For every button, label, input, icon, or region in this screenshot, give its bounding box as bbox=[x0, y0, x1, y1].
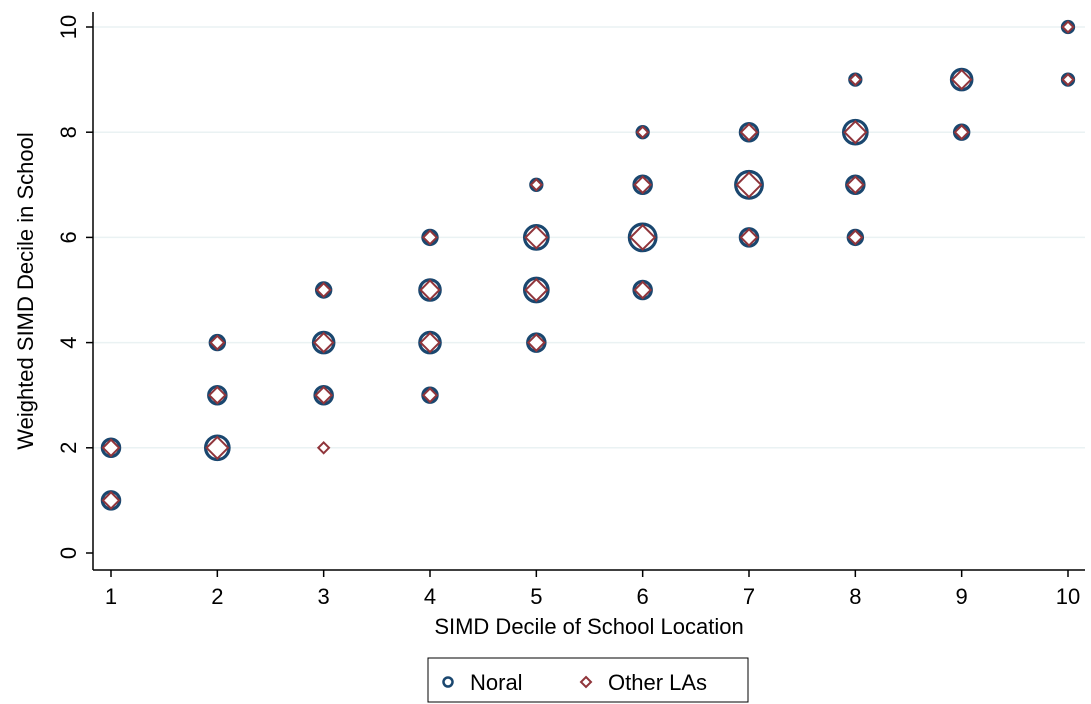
x-tick-label: 3 bbox=[318, 584, 330, 609]
other-las-point bbox=[847, 229, 864, 246]
other-las-point bbox=[633, 280, 653, 300]
other-las-point bbox=[950, 68, 973, 91]
other-las-point bbox=[316, 441, 331, 455]
x-tick-label: 6 bbox=[637, 584, 649, 609]
x-tick-label: 9 bbox=[956, 584, 968, 609]
other-las-point bbox=[526, 333, 546, 353]
other-las-point bbox=[735, 171, 763, 199]
other-las-point bbox=[101, 438, 121, 458]
legend-diamond-icon bbox=[579, 675, 593, 689]
other-las-point bbox=[845, 175, 865, 195]
other-las-point bbox=[633, 175, 653, 195]
other-las-point bbox=[419, 279, 441, 301]
x-tick-label: 8 bbox=[849, 584, 861, 609]
other-las-point bbox=[848, 72, 863, 87]
y-tick-label: 8 bbox=[56, 126, 81, 138]
other-las-point bbox=[524, 225, 549, 250]
other-las-point bbox=[207, 385, 227, 405]
x-ticks: 1 2 3 4 5 6 7 8 9 10 bbox=[105, 570, 1080, 609]
x-tick-label: 10 bbox=[1056, 584, 1080, 609]
other-las-point bbox=[635, 125, 650, 139]
legend-circle-icon bbox=[442, 676, 454, 688]
legend-label-other-las: Other LAs bbox=[608, 670, 707, 695]
other-las-point bbox=[205, 435, 230, 460]
other-las-point bbox=[314, 385, 334, 405]
y-tick-label: 0 bbox=[56, 547, 81, 559]
other-las-point bbox=[209, 334, 226, 351]
other-las-point bbox=[953, 124, 970, 141]
other-las-point bbox=[421, 387, 439, 404]
x-tick-label: 5 bbox=[530, 584, 542, 609]
x-axis-title: SIMD Decile of School Location bbox=[434, 614, 743, 639]
other-las-point bbox=[419, 331, 441, 354]
other-las-point bbox=[421, 229, 439, 246]
x-tick-label: 7 bbox=[743, 584, 755, 609]
y-ticks: 0 2 4 6 8 10 bbox=[56, 15, 93, 559]
axes bbox=[92, 12, 1085, 571]
y-tick-label: 10 bbox=[56, 15, 81, 39]
data-points bbox=[100, 19, 1076, 511]
other-las-point bbox=[1061, 72, 1075, 87]
other-las-point bbox=[629, 223, 657, 251]
other-las-point bbox=[101, 490, 121, 510]
other-las-point bbox=[315, 281, 332, 299]
other-las-point bbox=[529, 178, 544, 192]
grid-lines bbox=[93, 26, 1085, 449]
other-las-point bbox=[524, 277, 549, 303]
other-las-point bbox=[739, 122, 759, 142]
x-tick-label: 4 bbox=[424, 584, 436, 609]
y-axis-title: Weighted SIMD Decile in School bbox=[13, 132, 38, 450]
y-tick-label: 2 bbox=[56, 442, 81, 454]
x-tick-label: 1 bbox=[105, 584, 117, 609]
other-las-point bbox=[1061, 20, 1075, 34]
y-tick-label: 6 bbox=[56, 231, 81, 243]
legend: Noral Other LAs bbox=[427, 657, 749, 703]
other-las-point bbox=[312, 331, 335, 354]
legend-label-noral: Noral bbox=[470, 670, 523, 695]
x-tick-label: 2 bbox=[211, 584, 223, 609]
other-las-point bbox=[843, 120, 868, 145]
y-tick-label: 4 bbox=[56, 336, 81, 348]
other-las-point bbox=[739, 227, 759, 247]
